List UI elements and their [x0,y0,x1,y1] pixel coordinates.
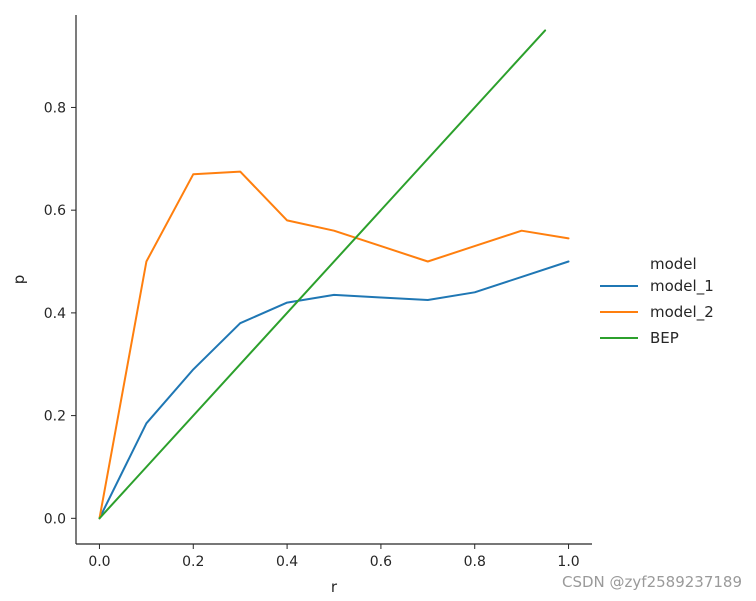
y-axis-label: p [10,275,28,285]
series-line-model-2 [98,170,570,520]
x-tick-label: 0.0 [88,554,110,570]
x-axis-ticks: 0.0 0.2 0.4 0.6 0.8 1.0 [88,544,580,570]
x-tick-label: 0.2 [182,554,204,570]
series-lines [98,29,570,520]
x-tick-label: 0.6 [370,554,392,570]
legend-entry-label: model_2 [650,303,714,322]
watermark: CSDN @zyf2589237189 [562,573,742,591]
y-tick-label: 0.8 [44,100,66,116]
legend-entry-label: model_1 [650,277,714,296]
y-tick-label: 0.4 [44,306,66,322]
y-tick-label: 0.0 [44,511,66,527]
x-tick-label: 0.8 [464,554,486,570]
legend-title: model [650,255,697,273]
y-tick-label: 0.6 [44,203,66,219]
x-axis-label: r [331,578,338,596]
series-line-bep [98,29,547,520]
axes [75,15,592,545]
y-axis-ticks: 0.0 0.2 0.4 0.6 0.8 [44,100,76,527]
legend-items: model_1 model_2 BEP [600,277,714,347]
legend: model model_1 model_2 BEP [600,255,714,347]
x-tick-label: 1.0 [557,554,579,570]
x-tick-label: 0.4 [276,554,298,570]
series-line-model-1 [98,260,570,520]
y-tick-label: 0.2 [44,409,66,425]
legend-entry-label: BEP [650,329,679,347]
